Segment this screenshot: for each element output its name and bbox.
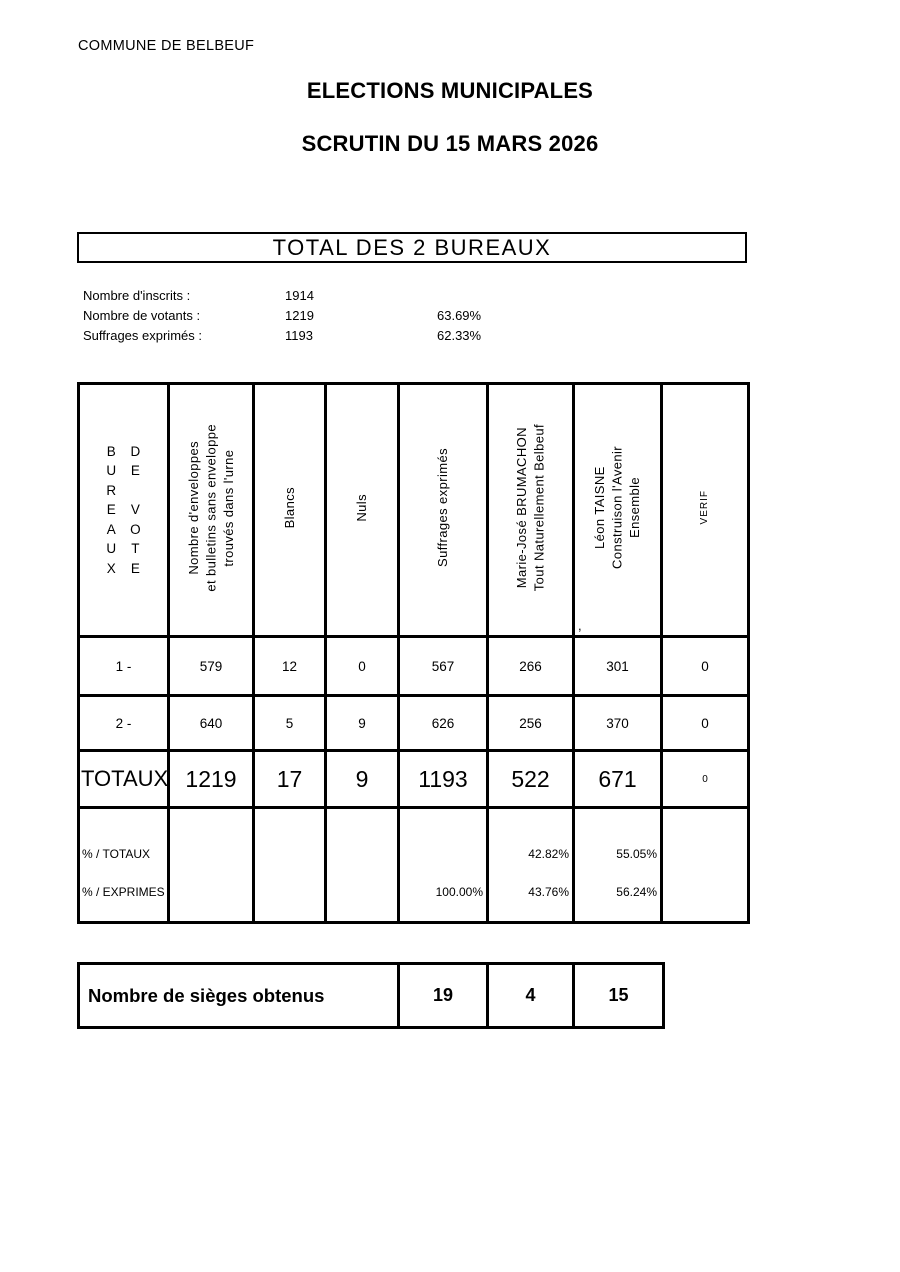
stat-pct: 63.69% (437, 307, 482, 323)
stat-exprimes: Suffrages exprimés : 1193 62.33% (83, 325, 583, 345)
page-title: ELECTIONS MUNICIPALES (306, 78, 594, 103)
total-brumachon: 522 (486, 749, 575, 809)
total-nuls: 9 (324, 749, 400, 809)
stat-label: Nombre de votants : (83, 307, 201, 323)
pct-totaux-suffrages (400, 847, 486, 861)
header-candidate-taisne: Léon TAISNE Construison l'Avenir Ensembl… (572, 382, 663, 638)
results-table: B U R E A U X D E V O T E Nombre d'envel… (77, 382, 750, 924)
cell-verif: 0 (660, 694, 750, 752)
cell-taisne: 370 (572, 694, 663, 752)
cell-suffrages: 567 (397, 635, 489, 697)
seats-total: 19 (397, 962, 489, 1029)
header-nuls: Nuls (324, 382, 400, 638)
total-bureaux-box: TOTAL DES 2 BUREAUX (77, 232, 747, 263)
table-row-bureau-1: 1 - 579 12 0 567 266 301 0 (77, 635, 750, 697)
percent-verif-cell (660, 806, 750, 924)
cell-bureau: 2 - (77, 694, 170, 752)
seats-taisne: 15 (572, 962, 665, 1029)
percent-labels-cell: % / TOTAUX % / EXPRIMES (77, 806, 170, 924)
header-suffrages: Suffrages exprimés (397, 382, 489, 638)
stat-value: 1193 (285, 327, 313, 343)
header-enveloppes: Nombre d'enveloppes et bulletins sans en… (167, 382, 255, 638)
seats-row: Nombre de sièges obtenus 19 4 15 (77, 962, 665, 1029)
percent-suffrages-cell: 100.00% (397, 806, 489, 924)
percent-taisne-cell: 55.05% 56.24% (572, 806, 663, 924)
cell-nuls: 0 (324, 635, 400, 697)
cell-verif: 0 (660, 635, 750, 697)
cell-blancs: 5 (252, 694, 327, 752)
table-row-totaux: TOTAUX 1219 17 9 1193 522 671 0 (77, 749, 750, 809)
header-row: B U R E A U X D E V O T E Nombre d'envel… (77, 382, 750, 638)
percent-empty-cell (167, 806, 255, 924)
total-verif: 0 (660, 749, 750, 809)
seats-table: Nombre de sièges obtenus 19 4 15 (77, 962, 665, 1029)
pct-exprimes-taisne: 56.24% (616, 885, 657, 899)
pct-exprimes-brumachon: 43.76% (528, 885, 569, 899)
cell-suffrages: 626 (397, 694, 489, 752)
cell-nuls: 9 (324, 694, 400, 752)
page-subtitle: SCRUTIN DU 15 MARS 2026 (301, 131, 599, 156)
percent-brumachon-cell: 42.82% 43.76% (486, 806, 575, 924)
stat-value: 1219 (285, 307, 314, 323)
table-row-bureau-2: 2 - 640 5 9 626 256 370 0 (77, 694, 750, 752)
percent-empty-cell (252, 806, 327, 924)
cell-enveloppes: 579 (167, 635, 255, 697)
header-candidate-brumachon: Marie-José BRUMACHON Tout Naturellement … (486, 382, 575, 638)
stat-inscrits: Nombre d'inscrits : 1914 (83, 285, 583, 305)
bureaux-word: B U R E A U X (106, 443, 117, 576)
total-enveloppes: 1219 (167, 749, 255, 809)
stat-value: 1914 (285, 287, 314, 303)
header-blancs: Blancs (252, 382, 327, 638)
de-vote-word: D E V O T E (130, 443, 141, 576)
seats-brumachon: 4 (486, 962, 575, 1029)
cell-brumachon: 266 (486, 635, 575, 697)
seats-label: Nombre de sièges obtenus (77, 962, 400, 1029)
stat-pct: 62.33% (437, 327, 482, 343)
cell-blancs: 12 (252, 635, 327, 697)
cell-bureau: 1 - (77, 635, 170, 697)
total-taisne: 671 (572, 749, 663, 809)
pct-exprimes-suffrages: 100.00% (435, 885, 483, 899)
cell-taisne: 301 (572, 635, 663, 697)
total-blancs: 17 (252, 749, 327, 809)
header-verif: VERIF (660, 382, 750, 638)
stat-votants: Nombre de votants : 1219 63.69% (83, 305, 583, 325)
total-suffrages: 1193 (397, 749, 489, 809)
stat-label: Suffrages exprimés : (83, 327, 202, 343)
stray-comma-mark: , (578, 618, 582, 633)
stat-label: Nombre d'inscrits : (83, 287, 191, 303)
pct-totaux-taisne: 55.05% (616, 847, 657, 861)
cell-brumachon: 256 (486, 694, 575, 752)
cell-enveloppes: 640 (167, 694, 255, 752)
percent-totaux-label: % / TOTAUX (82, 847, 153, 861)
header-bureaux-de-vote: B U R E A U X D E V O T E (77, 382, 170, 638)
percent-exprimes-label: % / EXPRIMES (82, 885, 167, 899)
table-row-percentages: % / TOTAUX % / EXPRIMES 100.00% 42.82% 4… (77, 806, 750, 924)
bureaux-letters: B U R E A U X D E V O T E (80, 442, 167, 579)
pct-totaux-brumachon: 42.82% (528, 847, 569, 861)
totaux-label: TOTAUX (77, 749, 170, 809)
summary-stats: Nombre d'inscrits : 1914 Nombre de votan… (83, 285, 583, 345)
percent-empty-cell (324, 806, 400, 924)
commune-label: COMMUNE DE BELBEUF (78, 38, 255, 54)
